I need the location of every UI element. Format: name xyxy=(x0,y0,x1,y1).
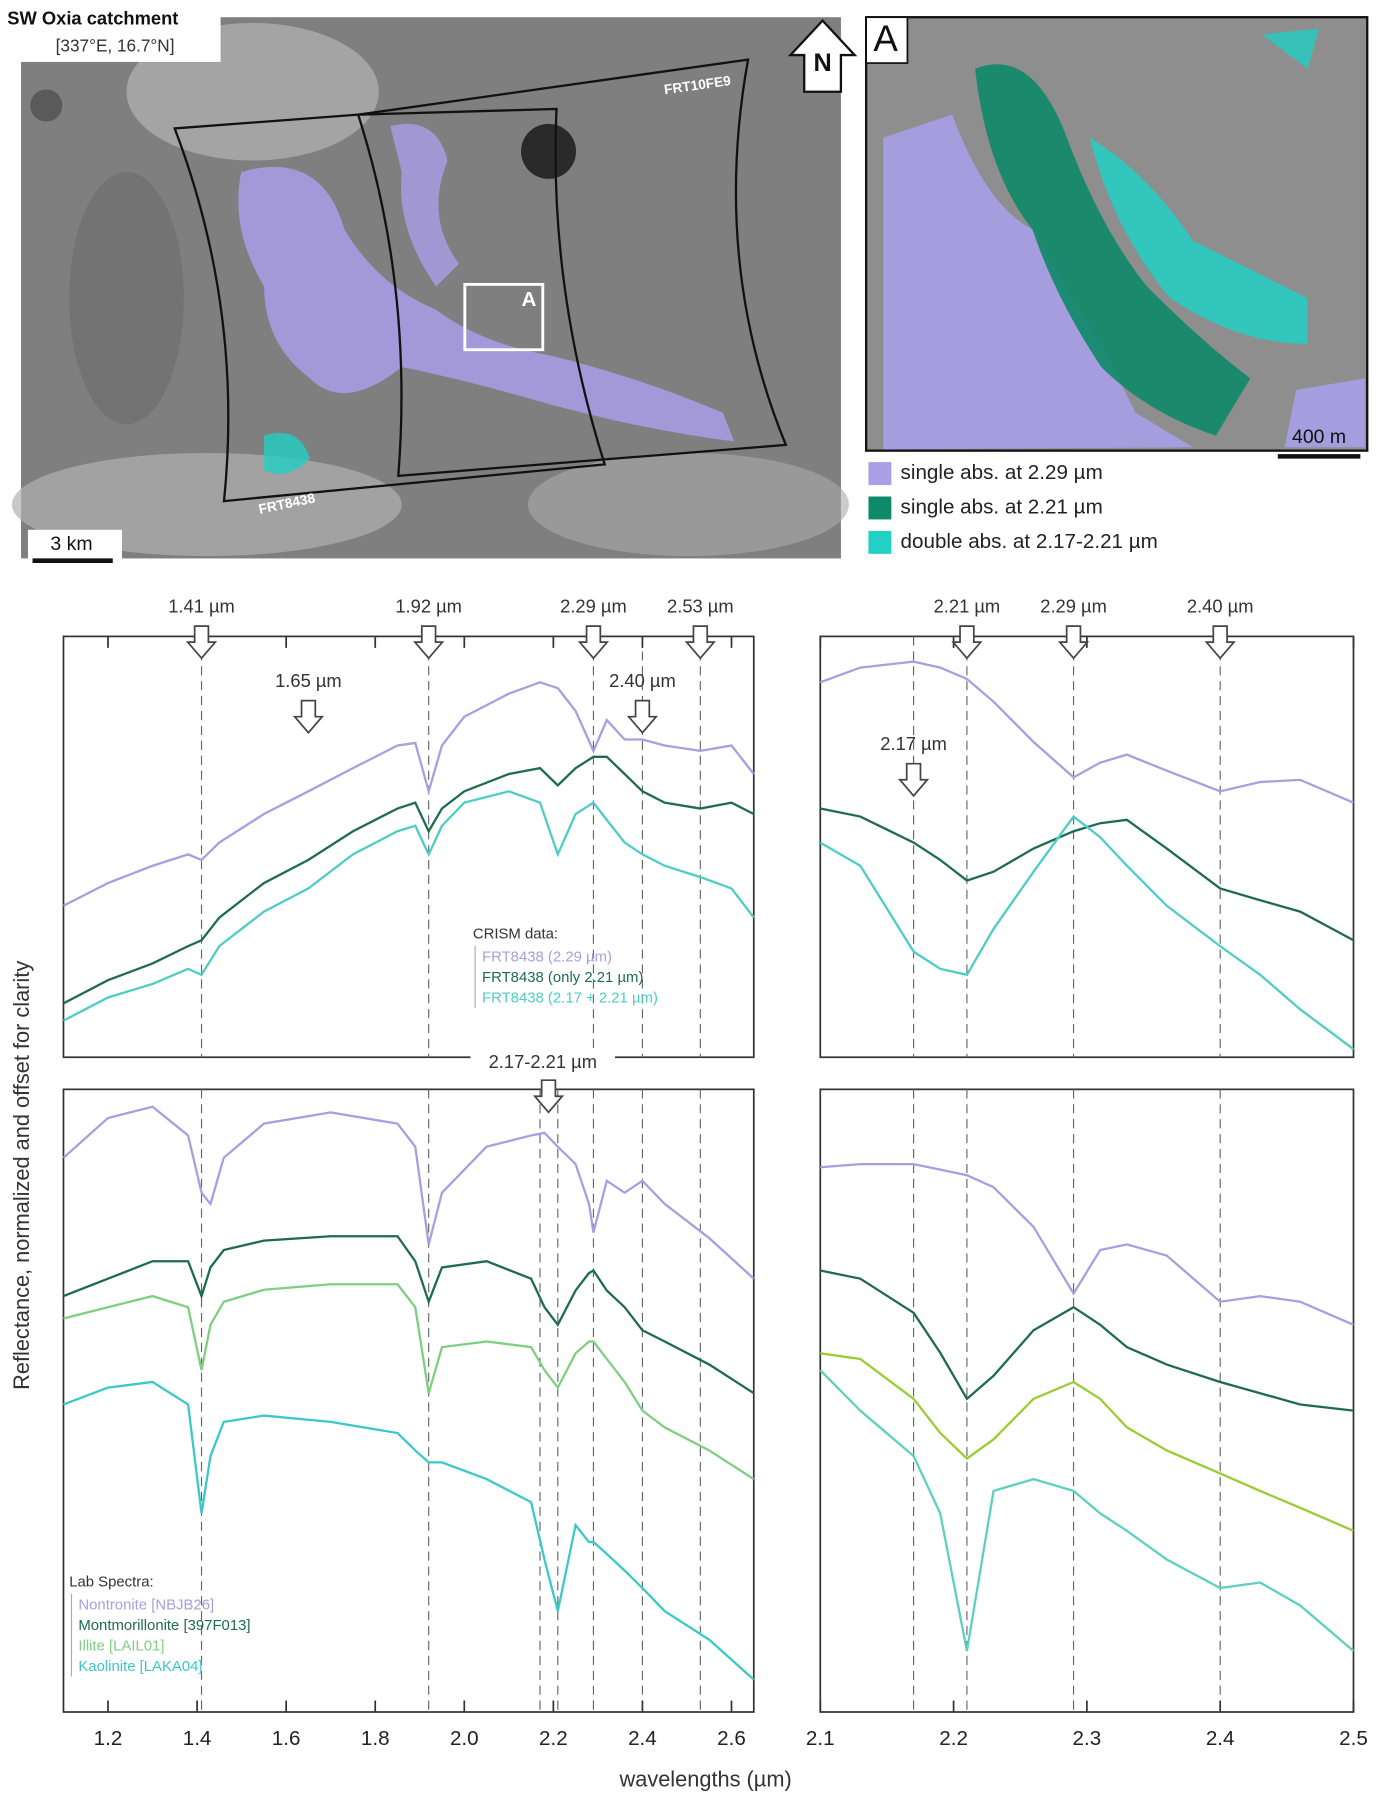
page: A FRT10FE9 FRT8438 SW Oxia catchment [33… xyxy=(0,0,1386,1798)
x-tick-label: 2.4 xyxy=(1206,1727,1235,1750)
scale-label: 400 m xyxy=(1292,426,1346,448)
x-axis-label: wavelengths (µm) xyxy=(619,1767,792,1792)
legend-entry: FRT8438 (only 2.21 µm) xyxy=(482,970,643,986)
legend-swatch xyxy=(868,462,891,485)
legend-label: double abs. at 2.17-2.21 µm xyxy=(901,530,1158,553)
legend-entry: FRT8438 (2.17 + 2.21 µm) xyxy=(482,991,658,1007)
legend-swatch xyxy=(868,497,891,520)
legend-title: CRISM data: xyxy=(473,926,558,942)
legend-label: single abs. at 2.21 µm xyxy=(901,495,1103,518)
marker-label: 1.92 µm xyxy=(395,596,462,617)
x-tick-label: 1.8 xyxy=(361,1727,390,1750)
plot-frame xyxy=(820,636,1353,1057)
legend-swatch xyxy=(868,531,891,554)
marker-label: 2.53 µm xyxy=(667,596,734,617)
legend-entry: Kaolinite [LAKA04] xyxy=(78,1659,202,1675)
x-tick-label: 2.4 xyxy=(628,1727,657,1750)
context-map: A FRT10FE9 FRT8438 SW Oxia catchment [33… xyxy=(0,0,849,561)
terrain xyxy=(69,172,184,424)
map-coordinates: [337°E, 16.7°N] xyxy=(56,36,175,56)
map-title: SW Oxia catchment xyxy=(7,7,178,28)
x-tick-label: 1.4 xyxy=(183,1727,212,1750)
figure: A FRT10FE9 FRT8438 SW Oxia catchment [33… xyxy=(0,0,1386,1798)
legend-entry: Montmorillonite [397F013] xyxy=(78,1618,250,1634)
legend-label: single abs. at 2.29 µm xyxy=(901,461,1103,484)
annotation: 2.17-2.21 µm xyxy=(489,1051,597,1072)
legend-entry: Illite [LAIL01] xyxy=(78,1639,164,1655)
marker-label: 2.29 µm xyxy=(560,596,627,617)
x-tick-label: 2.2 xyxy=(539,1727,568,1750)
legend-entry: FRT8438 (2.29 µm) xyxy=(482,949,612,965)
x-tick-label: 1.6 xyxy=(272,1727,301,1750)
terrain xyxy=(528,453,849,556)
inset-label: A xyxy=(873,18,898,59)
marker-label: 1.41 µm xyxy=(168,596,235,617)
box-label: A xyxy=(522,288,537,311)
crater xyxy=(30,89,62,121)
x-tick-label: 2.0 xyxy=(450,1727,479,1750)
marker-label: 2.17 µm xyxy=(880,733,947,754)
marker-label: 1.65 µm xyxy=(275,670,342,691)
marker-label: 2.29 µm xyxy=(1040,596,1107,617)
map-legend: single abs. at 2.29 µm single abs. at 2.2… xyxy=(868,461,1157,554)
x-tick-label: 2.2 xyxy=(939,1727,968,1750)
inset-map: A 400 m xyxy=(866,17,1367,456)
marker-label: 2.40 µm xyxy=(609,670,676,691)
scale-label: 3 km xyxy=(50,533,92,555)
crater xyxy=(521,124,576,179)
x-tick-label: 2.5 xyxy=(1339,1727,1368,1750)
x-tick-label: 2.3 xyxy=(1073,1727,1102,1750)
north-label: N xyxy=(813,49,831,77)
x-tick-label: 1.2 xyxy=(94,1727,123,1750)
x-tick-label: 2.6 xyxy=(717,1727,746,1750)
x-tick-label: 2.1 xyxy=(806,1727,835,1750)
y-axis-label: Reflectance, normalized and offset for c… xyxy=(9,961,34,1390)
marker-label: 2.40 µm xyxy=(1187,596,1254,617)
plot-frame xyxy=(820,1089,1353,1712)
marker-label: 2.21 µm xyxy=(934,596,1001,617)
legend-entry: Nontronite [NBJB26] xyxy=(78,1597,214,1613)
legend-title: Lab Spectra: xyxy=(69,1574,153,1590)
